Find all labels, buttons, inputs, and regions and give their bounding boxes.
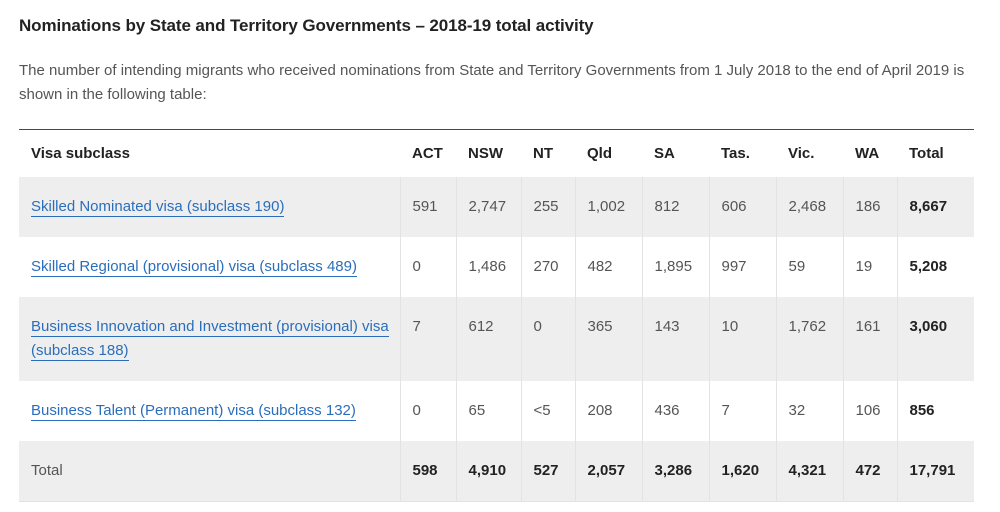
value-cell: 59 [775, 237, 843, 297]
value-cell: 106 [842, 381, 897, 441]
header-nsw: NSW [468, 145, 503, 162]
table-row: Business Innovation and Investment (prov… [19, 297, 974, 381]
nominations-table: Visa subclass ACT NSW NT Qld SA Tas. Vic… [19, 129, 974, 502]
value-cell: 365 [574, 297, 642, 381]
value-cell: 0 [399, 237, 456, 297]
total-row: Total 598 4,910 527 2,057 3,286 1,620 4,… [19, 441, 974, 502]
header-vic: Vic. [788, 145, 815, 162]
content: Nominations by State and Territory Gover… [19, 16, 974, 502]
value-cell: 0 [520, 297, 575, 381]
intro-text: The number of intending migrants who rec… [19, 62, 965, 103]
row-total-cell: 8,667 [896, 177, 974, 237]
value-cell: 812 [641, 177, 709, 237]
visa-link-132[interactable]: Business Talent (Permanent) visa (subcla… [31, 402, 356, 421]
value-cell: 1,895 [641, 237, 709, 297]
page-heading: Nominations by State and Territory Gover… [19, 16, 594, 35]
visa-link-188[interactable]: Business Innovation and Investment (prov… [31, 318, 389, 361]
visa-cell: Business Innovation and Investment (prov… [19, 297, 400, 381]
value-cell: 997 [708, 237, 776, 297]
value-cell: 161 [842, 297, 897, 381]
value-cell: 10 [708, 297, 776, 381]
total-cell: 598 [399, 441, 456, 502]
header-sa: SA [654, 145, 675, 162]
visa-cell: Skilled Nominated visa (subclass 190) [19, 177, 400, 237]
value-cell: 208 [574, 381, 642, 441]
header-tas: Tas. [721, 145, 750, 162]
row-total-cell: 856 [896, 381, 974, 441]
value-cell: 612 [455, 297, 521, 381]
value-cell: 270 [520, 237, 575, 297]
value-cell: 186 [842, 177, 897, 237]
total-cell: 4,910 [455, 441, 521, 502]
header-total: Total [909, 145, 944, 162]
header-act: ACT [412, 145, 443, 162]
total-cell: 1,620 [708, 441, 776, 502]
visa-cell: Business Talent (Permanent) visa (subcla… [19, 381, 400, 441]
table-row: Skilled Nominated visa (subclass 190) 59… [19, 177, 974, 237]
total-cell: 3,286 [641, 441, 709, 502]
header-wa: WA [855, 145, 880, 162]
value-cell: 1,486 [455, 237, 521, 297]
value-cell: 482 [574, 237, 642, 297]
value-cell: 1,002 [574, 177, 642, 237]
value-cell: 19 [842, 237, 897, 297]
value-cell: 255 [520, 177, 575, 237]
row-total-cell: 5,208 [896, 237, 974, 297]
value-cell: 1,762 [775, 297, 843, 381]
value-cell: 7 [708, 381, 776, 441]
value-cell: 436 [641, 381, 709, 441]
total-cell: 472 [842, 441, 897, 502]
total-cell: 527 [520, 441, 575, 502]
header-nt: NT [533, 145, 553, 162]
row-total-cell: 3,060 [896, 297, 974, 381]
grand-total-cell: 17,791 [896, 441, 974, 502]
table-row: Business Talent (Permanent) visa (subcla… [19, 381, 974, 441]
value-cell: 0 [399, 381, 456, 441]
visa-link-489[interactable]: Skilled Regional (provisional) visa (sub… [31, 258, 357, 277]
value-cell: 65 [455, 381, 521, 441]
value-cell: 2,747 [455, 177, 521, 237]
total-label: Total [19, 441, 400, 502]
value-cell: 2,468 [775, 177, 843, 237]
table-row: Skilled Regional (provisional) visa (sub… [19, 237, 974, 297]
value-cell: <5 [520, 381, 575, 441]
visa-cell: Skilled Regional (provisional) visa (sub… [19, 237, 400, 297]
header-qld: Qld [587, 145, 612, 162]
value-cell: 606 [708, 177, 776, 237]
value-cell: 591 [399, 177, 456, 237]
visa-link-190[interactable]: Skilled Nominated visa (subclass 190) [31, 198, 285, 217]
table-header-row: Visa subclass ACT NSW NT Qld SA Tas. Vic… [19, 130, 974, 178]
total-cell: 4,321 [775, 441, 843, 502]
value-cell: 7 [399, 297, 456, 381]
header-visa-subclass: Visa subclass [31, 145, 130, 162]
value-cell: 32 [775, 381, 843, 441]
value-cell: 143 [641, 297, 709, 381]
total-cell: 2,057 [574, 441, 642, 502]
